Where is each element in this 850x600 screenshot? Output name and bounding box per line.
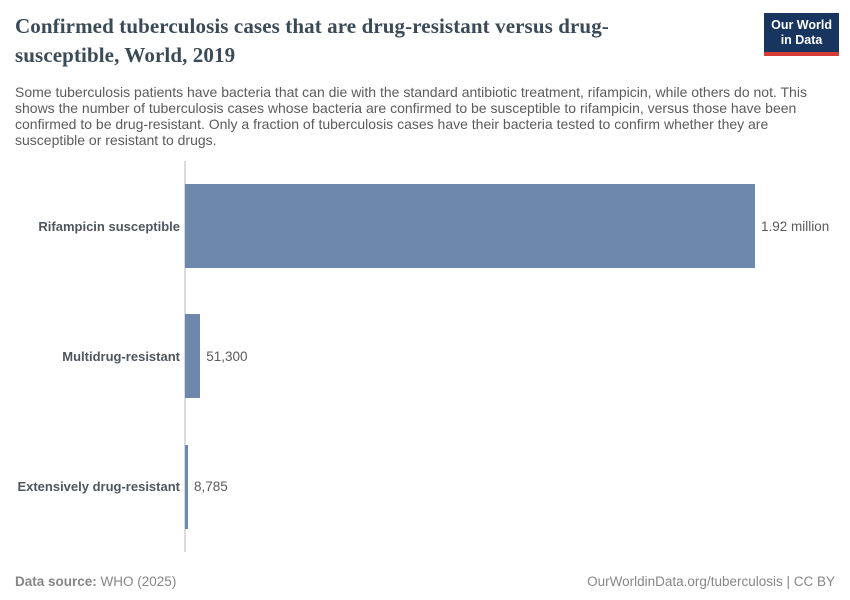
bar-area: 51,300 — [185, 314, 248, 399]
page-title: Confirmed tuberculosis cases that are dr… — [15, 14, 609, 67]
bar-area: 8,785 — [185, 444, 228, 529]
bar-rifampicin-susceptible[interactable] — [185, 184, 755, 269]
chart-row-multidrug-resistant: Multidrug-resistant 51,300 — [0, 291, 850, 421]
data-source: Data source: WHO (2025) — [15, 574, 176, 589]
data-source-label: Data source: — [15, 574, 97, 589]
value-label-multidrug-resistant: 51,300 — [206, 348, 248, 364]
attribution-link[interactable]: OurWorldinData.org/tuberculosis | CC BY — [587, 574, 835, 589]
chart-subtitle: Some tuberculosis patients have bacteria… — [15, 84, 807, 148]
bar-area: 1.92 million — [185, 184, 830, 269]
owid-logo-line1: Our World — [771, 18, 832, 32]
category-label-rifampicin-susceptible: Rifampicin susceptible — [38, 218, 180, 234]
value-label-rifampicin-susceptible: 1.92 million — [761, 218, 830, 234]
category-label-extensively-drug-resistant: Extensively drug-resistant — [17, 479, 180, 495]
category-label-multidrug-resistant: Multidrug-resistant — [62, 348, 180, 364]
bar-chart: Rifampicin susceptible 1.92 million Multid… — [0, 161, 850, 552]
owid-logo-line2: in Data — [780, 33, 823, 47]
chart-row-rifampicin-susceptible: Rifampicin susceptible 1.92 million — [0, 161, 850, 291]
data-source-value: WHO (2025) — [100, 574, 177, 589]
y-axis-line — [184, 161, 186, 552]
value-label-extensively-drug-resistant: 8,785 — [194, 479, 228, 495]
owid-logo[interactable]: Our World in Data — [764, 13, 839, 56]
chart-footer: Data source: WHO (2025) OurWorldinData.o… — [15, 574, 835, 589]
chart-row-extensively-drug-resistant: Extensively drug-resistant 8,785 — [0, 422, 850, 552]
bar-extensively-drug-resistant[interactable] — [185, 444, 188, 529]
bar-multidrug-resistant[interactable] — [185, 314, 201, 399]
